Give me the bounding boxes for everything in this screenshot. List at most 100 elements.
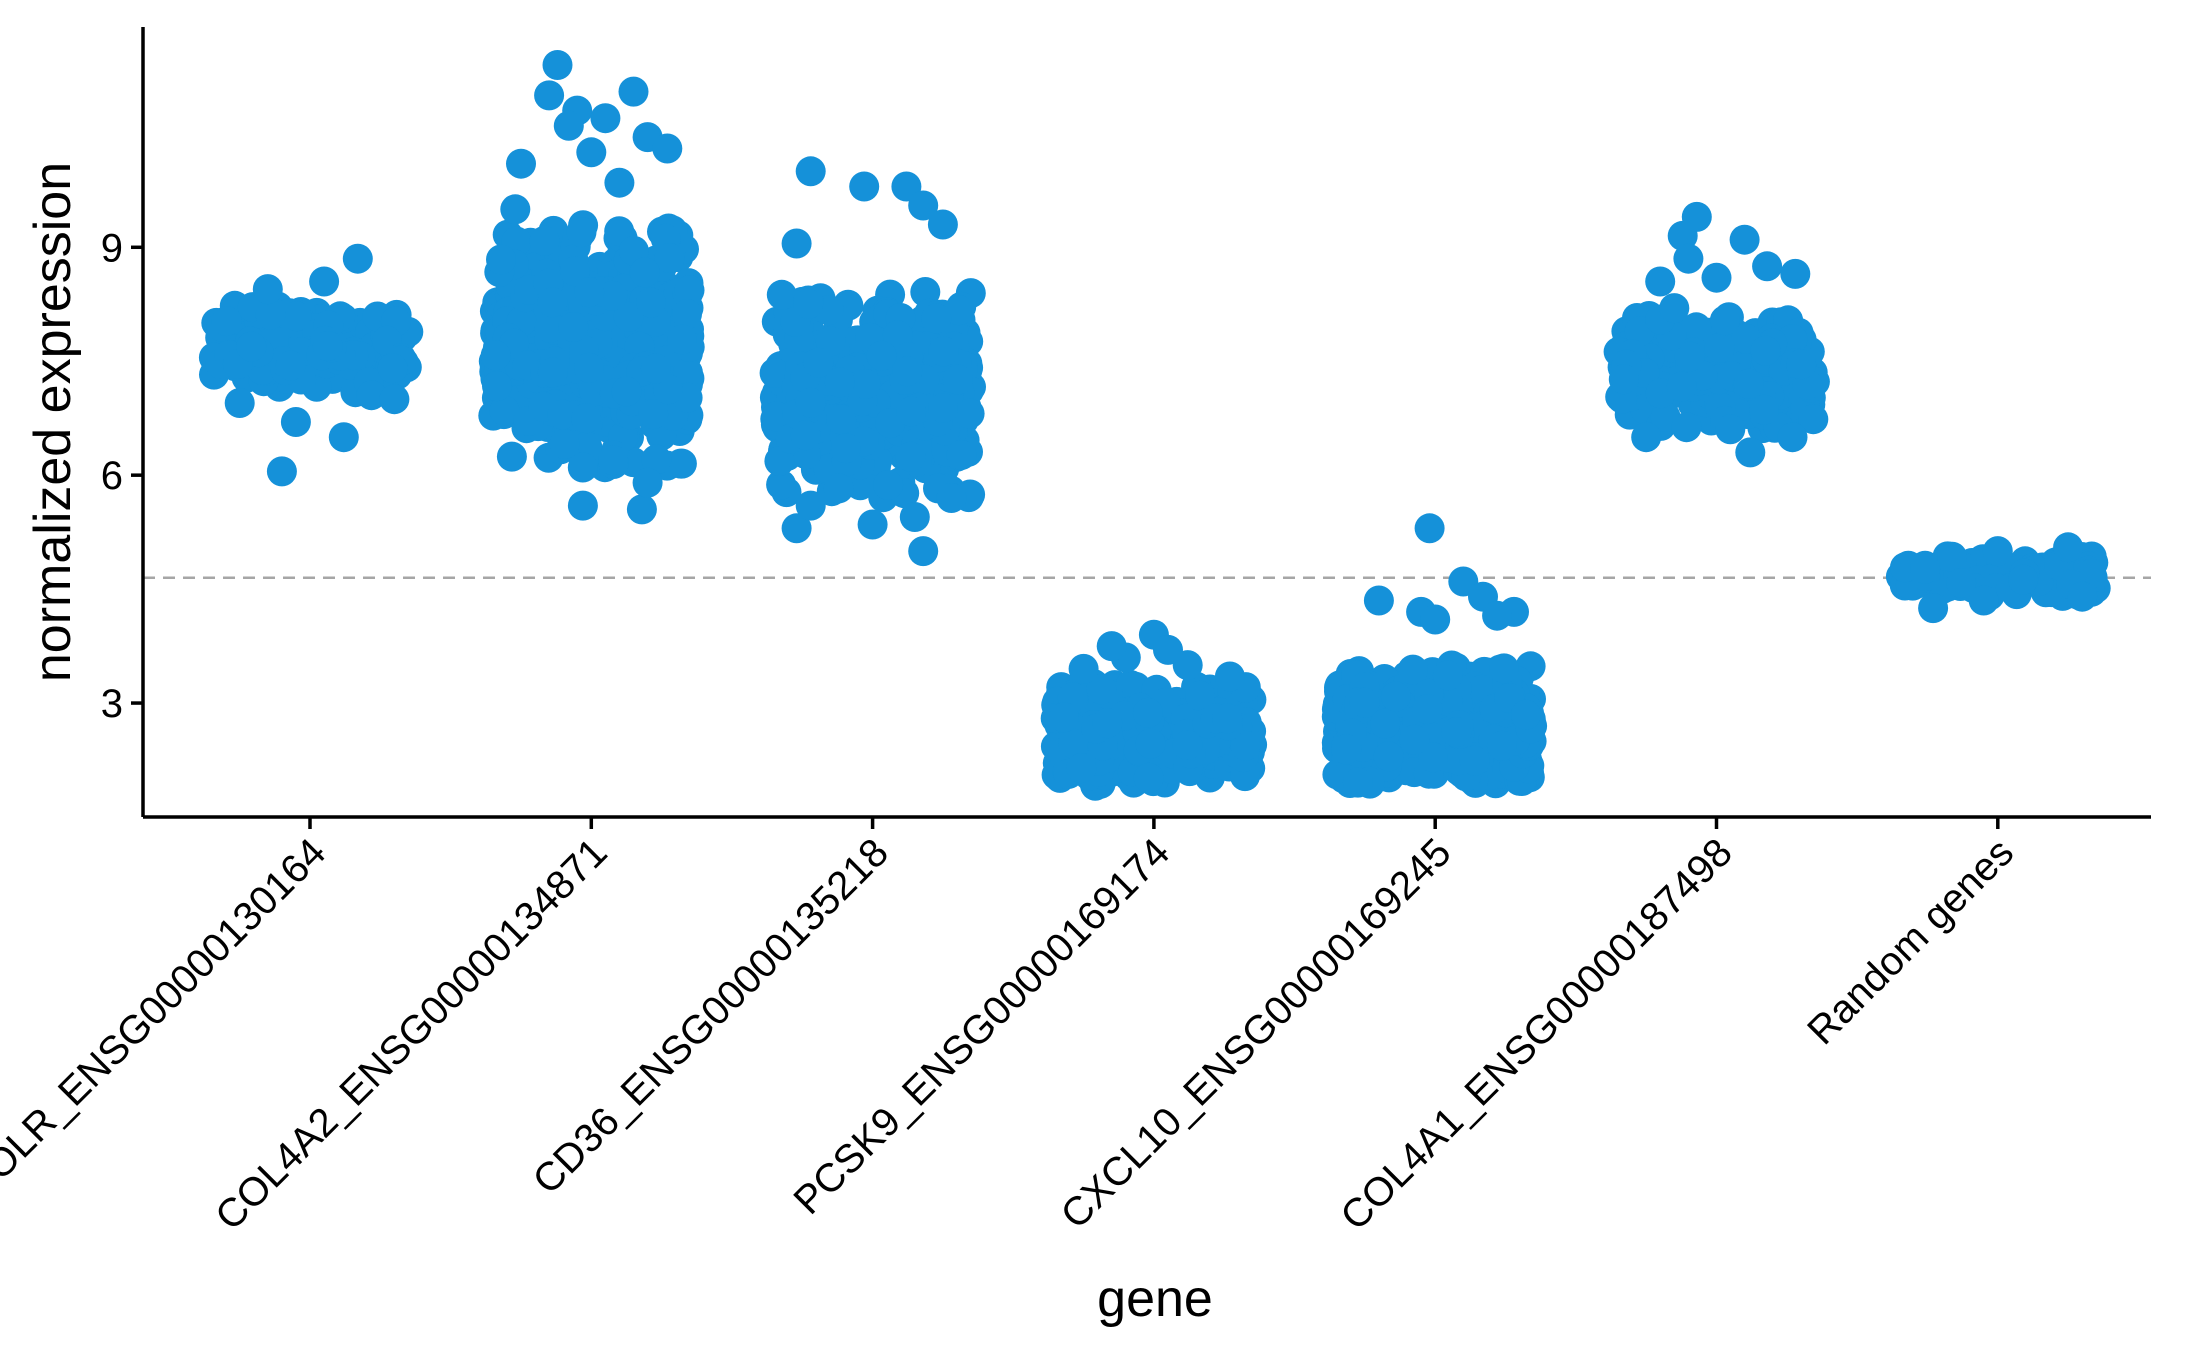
data-point — [1397, 654, 1428, 685]
data-point — [571, 403, 602, 434]
data-point — [489, 395, 520, 426]
outlier-point — [342, 243, 373, 274]
outlier-point — [781, 513, 812, 544]
data-point — [1681, 312, 1712, 343]
data-point — [598, 445, 629, 476]
outlier-point — [553, 110, 584, 141]
series-6 — [1603, 201, 1830, 468]
outlier-point — [1482, 600, 1513, 631]
data-point — [2008, 564, 2039, 595]
outlier-point — [857, 509, 888, 540]
data-point — [1212, 703, 1243, 734]
outlier-point — [632, 467, 663, 498]
data-point — [1185, 680, 1216, 711]
data-point — [896, 396, 927, 427]
data-point — [823, 473, 854, 504]
data-point — [486, 244, 516, 275]
data-point — [1733, 368, 1764, 399]
data-point — [636, 287, 666, 318]
data-point — [1750, 335, 1781, 366]
data-point — [1486, 730, 1517, 761]
data-point — [766, 279, 797, 310]
outlier-point — [1673, 243, 1704, 274]
outlier-point — [534, 80, 565, 111]
data-point — [597, 280, 628, 311]
data-point — [895, 441, 926, 472]
data-point — [211, 306, 242, 337]
data-point — [641, 444, 672, 475]
data-point — [1230, 730, 1261, 761]
data-point — [574, 352, 604, 383]
data-point — [275, 350, 306, 381]
y-tick-label: 6 — [101, 454, 123, 498]
data-point — [1608, 364, 1639, 395]
outlier-point — [899, 502, 930, 532]
outlier-point — [795, 490, 826, 521]
data-point — [1786, 349, 1817, 380]
outlier-point — [1752, 251, 1783, 282]
outlier-point — [618, 76, 649, 107]
y-tick-label: 3 — [101, 682, 123, 726]
outlier-point — [781, 228, 812, 259]
outlier-point — [328, 422, 359, 453]
outlier-point — [908, 190, 939, 221]
data-point — [567, 452, 598, 483]
y-ticks: 3 6 9 — [101, 226, 143, 726]
data-point — [672, 357, 703, 388]
data-point — [873, 470, 904, 500]
data-point — [1331, 734, 1362, 765]
axes-layer — [141, 27, 2151, 819]
outlier-point — [280, 407, 311, 437]
data-point — [1086, 674, 1117, 705]
data-point — [1749, 394, 1779, 425]
data-point — [921, 303, 952, 334]
data-point — [1798, 404, 1829, 435]
outlier-point — [576, 137, 607, 168]
data-point — [529, 225, 560, 256]
data-point — [1373, 741, 1404, 772]
data-point — [236, 331, 267, 362]
data-point — [1135, 728, 1166, 759]
outlier-point — [379, 384, 410, 415]
data-point — [377, 353, 408, 384]
outlier-point — [936, 483, 967, 513]
data-point — [1092, 708, 1123, 739]
data-point — [613, 301, 644, 332]
outlier-point — [1214, 661, 1245, 692]
outlier-point — [2053, 532, 2084, 563]
data-point — [1172, 730, 1203, 760]
data-point — [281, 301, 312, 332]
series-5 — [1321, 513, 1548, 799]
data-point — [312, 331, 343, 361]
data-point — [255, 299, 286, 330]
outlier-point — [1701, 262, 1732, 293]
outlier-point — [1780, 258, 1811, 289]
outlier-point — [500, 194, 531, 225]
data-point — [537, 287, 568, 318]
data-point — [946, 440, 977, 470]
outlier-point — [1363, 585, 1394, 616]
data-point — [824, 367, 855, 398]
outlier-point — [590, 103, 621, 134]
data-point — [547, 399, 578, 430]
series-4 — [1040, 619, 1268, 801]
outlier-point — [1420, 604, 1451, 635]
data-point — [803, 347, 834, 378]
data-point — [1709, 305, 1740, 336]
outlier-point — [795, 156, 826, 187]
data-point — [654, 243, 685, 273]
data-point — [1132, 697, 1163, 728]
outlier-point — [1918, 593, 1949, 624]
outlier-point — [1153, 634, 1183, 665]
data-point — [1342, 767, 1373, 798]
outlier-point — [652, 133, 683, 164]
data-point — [1459, 745, 1490, 776]
data-point — [793, 288, 824, 319]
outlier-point — [908, 536, 939, 567]
outlier-point — [2067, 581, 2098, 612]
data-point — [1049, 702, 1079, 733]
outlier-point — [927, 209, 958, 240]
outlier-point — [309, 266, 340, 297]
outlier-point — [567, 490, 598, 521]
outlier-point — [1068, 653, 1099, 684]
